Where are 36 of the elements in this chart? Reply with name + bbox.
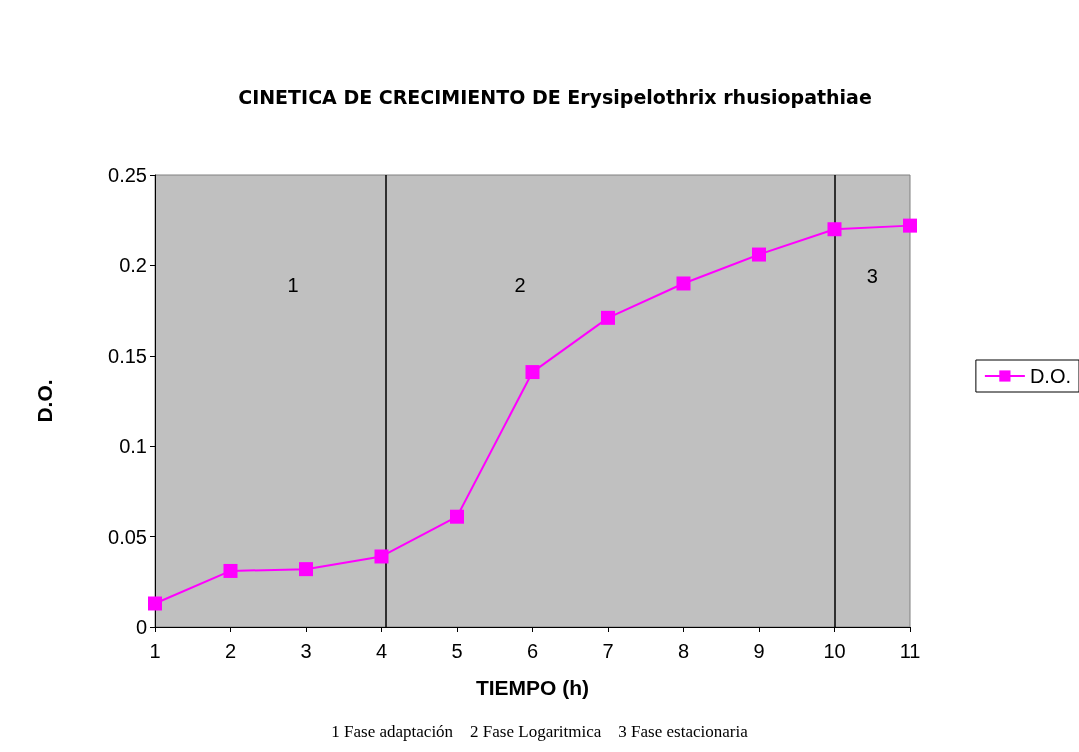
x-tick-label: 2	[224, 640, 237, 662]
x-tick-label: 9	[753, 640, 765, 662]
point	[676, 276, 691, 291]
point	[148, 596, 162, 611]
point	[525, 365, 540, 380]
x-tick-label: 6	[526, 640, 539, 662]
y-tick-label: 0.25	[108, 164, 147, 186]
point	[299, 562, 313, 577]
point	[827, 222, 842, 237]
x-tick-label: 7	[602, 640, 614, 662]
x-tick-label: 5	[451, 640, 463, 662]
x-tick-label: 11	[899, 640, 921, 662]
point	[752, 247, 766, 262]
x-tick-label: 8	[677, 640, 690, 662]
annotation: 1	[287, 274, 299, 296]
x-tick-label: 3	[300, 640, 312, 662]
legend-label: D.O.	[1029, 365, 1072, 387]
annotation: 2	[514, 274, 526, 296]
annotation: 3	[866, 265, 878, 287]
point	[903, 218, 917, 233]
point	[601, 310, 615, 325]
y-tick-label: 0.2	[119, 254, 147, 277]
x-axis-title: TIEMPO (h)	[475, 676, 590, 699]
x-tick-label: 4	[375, 640, 388, 662]
point	[374, 549, 389, 564]
x-tick-label: 10	[823, 640, 846, 662]
chart-title: CINETICA DE CRECIMIENTO DE Erysipelothrix rhusiopathiae	[238, 85, 872, 108]
point	[223, 563, 238, 578]
y-tick-label: 0.05	[108, 525, 147, 548]
y-tick-label: 0.1	[119, 435, 147, 458]
point	[450, 509, 464, 524]
y-axis-title: D.O.	[33, 379, 56, 423]
x-tick-label: 1	[149, 640, 161, 662]
y-tick-label: 0.15	[108, 344, 147, 367]
y-tick-label: 0	[135, 616, 147, 638]
text: 1 Fase adaptación 2 Fase Logaritmica 3 Fase estacionaria	[331, 722, 749, 741]
